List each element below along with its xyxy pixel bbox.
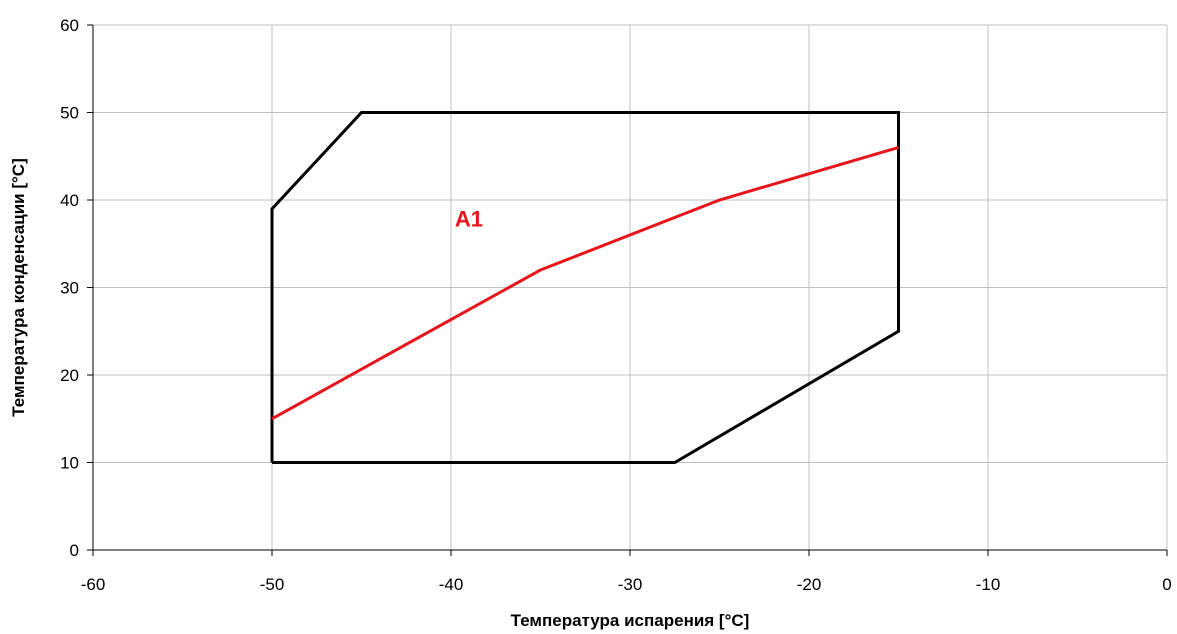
annotation-label: A1 [455,206,483,231]
y-tick-label: 0 [70,541,79,560]
annotations: A1 [455,206,483,231]
x-tick-label: 0 [1162,575,1171,594]
envelope-line [270,111,900,464]
y-tick-label: 10 [60,454,79,473]
x-tick-label: -50 [260,575,285,594]
x-tick-label: -10 [976,575,1001,594]
y-axis-title: Температура конденсации [°C] [9,158,28,417]
red-series-line [271,146,899,421]
y-tick-label: 20 [60,366,79,385]
grid [93,24,1168,550]
y-tick-label: 30 [60,279,79,298]
x-tick-label: -30 [618,575,643,594]
x-tick-label: -40 [439,575,464,594]
y-tick-label: 40 [60,191,79,210]
y-tick-label: 60 [60,16,79,35]
tick-labels: -60 -50 -40 -30 -20 -10 0 0 10 20 30 40 50 60 [60,16,1172,594]
axes [87,24,1168,556]
y-tick-label: 50 [60,104,79,123]
x-tick-label: -60 [81,575,106,594]
x-tick-label: -20 [797,575,822,594]
series-layer [270,111,900,464]
x-axis-title: Температура испарения [°C] [511,611,750,630]
